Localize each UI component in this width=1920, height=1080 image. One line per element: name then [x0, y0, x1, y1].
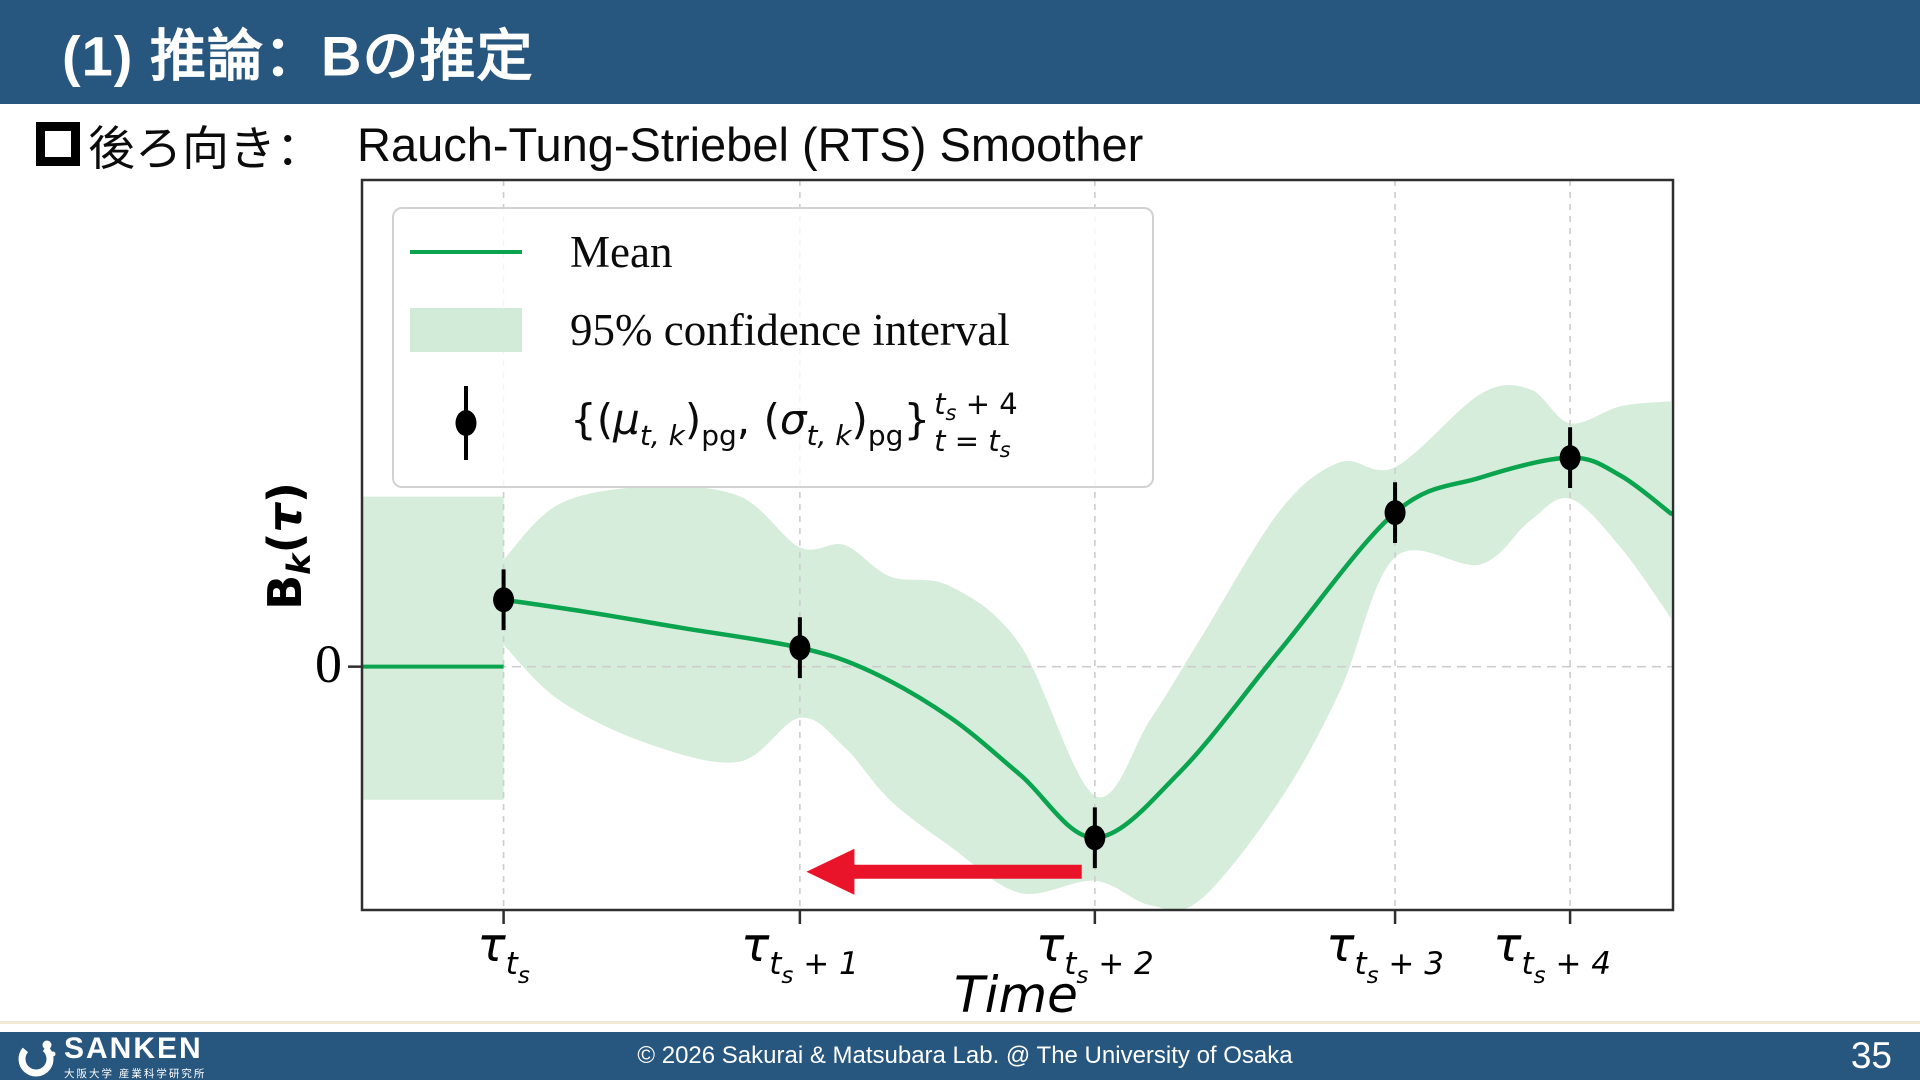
- x-tick-label: τts + 3: [1326, 918, 1444, 989]
- formula-part: pg: [701, 418, 737, 452]
- data-point: [1559, 445, 1581, 471]
- footer-copyright: © 2026 Sakurai & Matsubara Lab. @ The Un…: [637, 1042, 1293, 1069]
- data-point: [789, 635, 811, 661]
- formula-part: s: [945, 400, 957, 425]
- header-bar: (1) 推論：Bの推定: [0, 0, 1920, 104]
- formula-part: =: [945, 424, 989, 458]
- subtitle-jp: 後ろ向き：: [88, 121, 323, 175]
- confidence-band: [503, 385, 1672, 911]
- y-axis-label-part: τ: [258, 503, 312, 533]
- y-axis-label-part: (: [258, 532, 312, 554]
- sanken-logo-icon: [18, 1040, 56, 1076]
- legend-errorbar-glyph: [410, 378, 522, 468]
- formula-body: {(μt, k)pg, (σt, k)pg}: [570, 395, 930, 452]
- legend-ci-row: 95% confidence interval: [410, 301, 1010, 359]
- legend-box: Mean 95% confidence interval {(μt, k)pg,…: [392, 207, 1154, 488]
- legend-mean-label: Mean: [570, 227, 673, 277]
- formula-part: {(: [570, 394, 614, 444]
- errorbar-icon: [455, 386, 477, 460]
- formula-part: μ: [613, 394, 640, 444]
- formula-part: s: [999, 438, 1011, 462]
- legend-ci-swatch: [410, 308, 522, 352]
- sanken-logo: SANKEN 大阪大学 産業科学研究所: [16, 1034, 206, 1080]
- footer-accent-line: [0, 1021, 1920, 1024]
- y-axis-label-part: k: [280, 553, 318, 575]
- formula-part: + 4: [956, 386, 1018, 421]
- y-tick-zero: 0: [315, 634, 342, 694]
- data-point: [1084, 825, 1106, 851]
- y-axis-label-part: B: [258, 574, 312, 610]
- subtitle-en: Rauch-Tung-Striebel (RTS) Smoother: [357, 117, 1144, 171]
- formula-part: }: [903, 394, 931, 444]
- y-axis-label: Bk(τ): [258, 482, 318, 610]
- formula-part: t: [988, 424, 1000, 458]
- formula-lower-limit: t = ts: [934, 424, 1011, 462]
- sanken-logo-text: SANKEN: [64, 1032, 203, 1065]
- y-axis-label-part: ): [258, 482, 312, 504]
- prior-confidence-band: [362, 496, 504, 800]
- formula-part: σ: [779, 394, 807, 444]
- square-bullet-icon: [36, 122, 80, 166]
- x-tick-label: τts: [477, 918, 530, 989]
- formula-part: t: [934, 424, 946, 458]
- formula-part: t, k: [639, 418, 685, 452]
- formula-part: t, k: [806, 418, 852, 452]
- legend-mean-line-swatch: [410, 250, 522, 254]
- subtitle-row: 後ろ向き： Rauch-Tung-Striebel (RTS) Smoother: [36, 112, 1143, 176]
- backward-arrow: [806, 848, 1082, 895]
- legend-ci-label: 95% confidence interval: [570, 305, 1010, 355]
- legend-mean-row: Mean: [410, 223, 672, 281]
- x-tick-label: τts + 1: [740, 918, 859, 989]
- plot-border: [360, 178, 1675, 912]
- chart-plot: [348, 178, 1675, 924]
- x-axis-label: Time: [954, 966, 1078, 1024]
- data-point: [493, 587, 515, 613]
- footer-bar: [0, 1032, 1920, 1080]
- slide-title: (1) 推論：Bの推定: [62, 24, 534, 88]
- page-number: 35: [1850, 1035, 1892, 1076]
- formula-part: , (: [736, 394, 780, 444]
- formula-part: ): [851, 394, 868, 444]
- sanken-logo-subtext: 大阪大学 産業科学研究所: [64, 1068, 207, 1080]
- x-tick-label: τts + 2: [1035, 918, 1154, 989]
- data-point: [1384, 500, 1406, 526]
- sanken-logo-textcol: SANKEN 大阪大学 産業科学研究所: [64, 1034, 206, 1080]
- x-tick-label: τts + 4: [1493, 918, 1611, 989]
- formula-part: pg: [867, 418, 904, 452]
- formula-part: t: [934, 386, 946, 421]
- formula-upper-limit: ts + 4: [934, 386, 1018, 425]
- formula-part: ): [684, 394, 702, 444]
